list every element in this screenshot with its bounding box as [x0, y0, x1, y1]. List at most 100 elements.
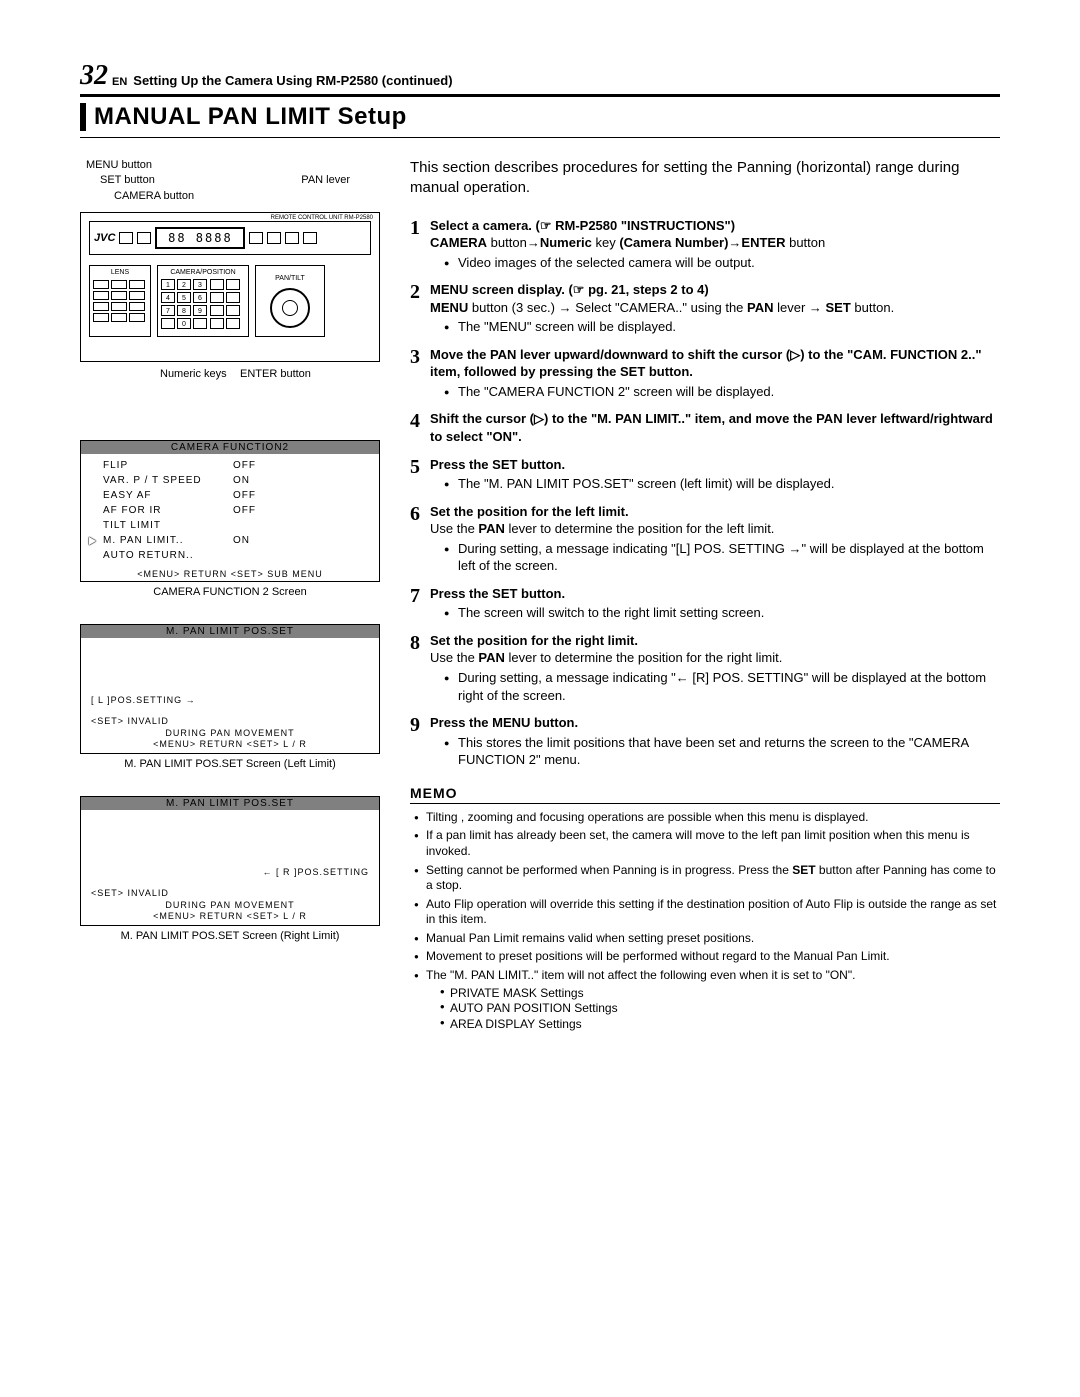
step-bullet: This stores the limit positions that hav… — [448, 734, 996, 769]
step-bullet: The screen will switch to the right limi… — [448, 604, 996, 622]
step: 7Press the SET button.The screen will sw… — [410, 585, 1000, 622]
step: 5Press the SET button.The "M. PAN LIMIT … — [410, 456, 1000, 493]
screen2-bot2: DURING PAN MOVEMENT — [91, 728, 369, 740]
numeric-keypad: 1234567890 — [161, 279, 207, 329]
controller-diagram: JVC 88 8888 REMOTE CONTROL UNIT RM-P2580… — [80, 212, 380, 362]
screen1-footer: <MENU> RETURN <SET> SUB MENU — [81, 567, 379, 581]
small-btn-icon — [303, 232, 317, 244]
controller-bottom-row: LENS CAMERA/POSITION 1234567890 — [89, 265, 371, 337]
memo-list: Tilting , zooming and focusing operation… — [410, 810, 1000, 1033]
page-lang: EN — [112, 76, 127, 88]
breadcrumb: Setting Up the Camera Using RM-P2580 (co… — [133, 73, 452, 88]
small-btn-icon — [285, 232, 299, 244]
screen2-title: M. PAN LIMIT POS.SET — [81, 625, 379, 638]
keypad-key — [193, 318, 207, 329]
keypad-key: 1 — [161, 279, 175, 290]
pantilt-panel: PAN/TILT — [255, 265, 325, 337]
step-body: Select a camera. (☞ RM-P2580 "INSTRUCTIO… — [430, 217, 996, 272]
step: 8Set the position for the right limit.Us… — [410, 632, 1000, 704]
pantilt-panel-label: PAN/TILT — [259, 275, 321, 282]
memo-subitem: AREA DISPLAY Settings — [440, 1017, 1000, 1033]
controller-top-panel: JVC 88 8888 — [89, 221, 371, 255]
page-number: 32 — [80, 60, 108, 92]
screen2-bottom: <SET> INVALID DURING PAN MOVEMENT <MENU>… — [91, 716, 369, 751]
camera-function2-screen: CAMERA FUNCTION2 FLIPOFFVAR. P / T SPEED… — [80, 440, 380, 582]
section-title-bar — [80, 103, 86, 131]
step-number: 5 — [410, 456, 430, 479]
campos-panel-label: CAMERA/POSITION — [161, 269, 245, 276]
memo-item: Movement to preset positions will be per… — [414, 949, 1000, 965]
diagram-footer-labels: Numeric keys ENTER button — [80, 368, 380, 380]
unit-label: REMOTE CONTROL UNIT RM-P2580 — [271, 215, 373, 221]
step-bullet: During setting, a message indicating "[L… — [448, 540, 996, 575]
step-number: 6 — [410, 503, 430, 526]
step-body: Press the MENU button.This stores the li… — [430, 714, 996, 769]
memo-heading: MEMO — [410, 785, 1000, 804]
menu-row: AF FOR IROFF — [89, 503, 371, 518]
brand-logo: JVC — [94, 232, 115, 244]
divider-thick — [80, 94, 1000, 97]
screen2-mid: [ L ]POS.SETTING → — [91, 695, 369, 705]
step-number: 2 — [410, 281, 430, 304]
page-header: 32 EN Setting Up the Camera Using RM-P25… — [80, 60, 1000, 92]
diagram-callouts: MENU button SET button PAN lever CAMERA … — [80, 158, 380, 204]
section-title-row: MANUAL PAN LIMIT Setup — [80, 103, 1000, 131]
step: 6Set the position for the left limit.Use… — [410, 503, 1000, 575]
step: 3Move the PAN lever upward/downward to s… — [410, 346, 1000, 401]
step-number: 7 — [410, 585, 430, 608]
step-bullet: The "M. PAN LIMIT POS.SET" screen (left … — [448, 475, 996, 493]
keypad-key: 5 — [177, 292, 191, 303]
menu-row: VAR. P / T SPEEDON — [89, 473, 371, 488]
step-number: 4 — [410, 410, 430, 433]
pan-limit-left-screen: M. PAN LIMIT POS.SET [ L ]POS.SETTING → … — [80, 624, 380, 754]
step-body: Press the SET button.The "M. PAN LIMIT P… — [430, 456, 996, 493]
pan-limit-right-screen: M. PAN LIMIT POS.SET ← [ R ]POS.SETTING … — [80, 796, 380, 926]
keypad-key: 7 — [161, 305, 175, 316]
keypad-key: 2 — [177, 279, 191, 290]
divider-thin — [80, 137, 1000, 138]
screen3-bottom: <SET> INVALID DURING PAN MOVEMENT <MENU>… — [91, 888, 369, 923]
keypad-key — [161, 318, 175, 329]
memo-item: Tilting , zooming and focusing operation… — [414, 810, 1000, 826]
section-title: MANUAL PAN LIMIT Setup — [94, 103, 407, 131]
step: 4Shift the cursor (▷) to the "M. PAN LIM… — [410, 410, 1000, 445]
step-bullet: The "MENU" screen will be displayed. — [448, 318, 996, 336]
screen2-bot3: <MENU> RETURN <SET> L / R — [91, 739, 369, 751]
menu-row: TILT LIMIT — [89, 518, 371, 533]
small-btn-icon — [249, 232, 263, 244]
callout-camera: CAMERA button — [86, 189, 380, 204]
step: 2MENU screen display. (☞ pg. 21, steps 2… — [410, 281, 1000, 336]
callout-enter: ENTER button — [240, 368, 320, 380]
screen1-title: CAMERA FUNCTION2 — [81, 441, 379, 454]
memo-subitem: PRIVATE MASK Settings — [440, 986, 1000, 1002]
joystick-icon — [270, 288, 310, 328]
step: 9Press the MENU button.This stores the l… — [410, 714, 1000, 769]
intro-text: This section describes procedures for se… — [410, 158, 1000, 199]
screen3-caption: M. PAN LIMIT POS.SET Screen (Right Limit… — [80, 930, 380, 942]
right-column: This section describes procedures for se… — [410, 158, 1000, 1035]
step-body: Move the PAN lever upward/downward to sh… — [430, 346, 996, 401]
step-number: 3 — [410, 346, 430, 369]
screen1-caption: CAMERA FUNCTION 2 Screen — [80, 586, 380, 598]
step-bullet: The "CAMERA FUNCTION 2" screen will be d… — [448, 383, 996, 401]
memo-item: The "M. PAN LIMIT.." item will not affec… — [414, 968, 1000, 1032]
keypad-key: 8 — [177, 305, 191, 316]
callout-pan-lever: PAN lever — [301, 173, 350, 188]
menu-button-icon — [119, 232, 133, 244]
menu-row: AUTO RETURN.. — [89, 548, 371, 563]
lcd-display: 88 8888 — [155, 227, 245, 249]
keypad-key: 9 — [193, 305, 207, 316]
small-btn-icon — [267, 232, 281, 244]
callout-numeric: Numeric keys — [160, 368, 240, 380]
step-body: Press the SET button.The screen will swi… — [430, 585, 996, 622]
memo-item: If a pan limit has already been set, the… — [414, 828, 1000, 859]
callout-menu: MENU button — [86, 158, 380, 173]
lens-panel: LENS — [89, 265, 151, 337]
set-button-icon — [137, 232, 151, 244]
callout-set: SET button — [86, 173, 155, 188]
step-bullet: Video images of the selected camera will… — [448, 254, 996, 272]
lens-panel-label: LENS — [93, 269, 147, 276]
screen3-title: M. PAN LIMIT POS.SET — [81, 797, 379, 810]
step-body: Set the position for the right limit.Use… — [430, 632, 996, 704]
step-number: 9 — [410, 714, 430, 737]
